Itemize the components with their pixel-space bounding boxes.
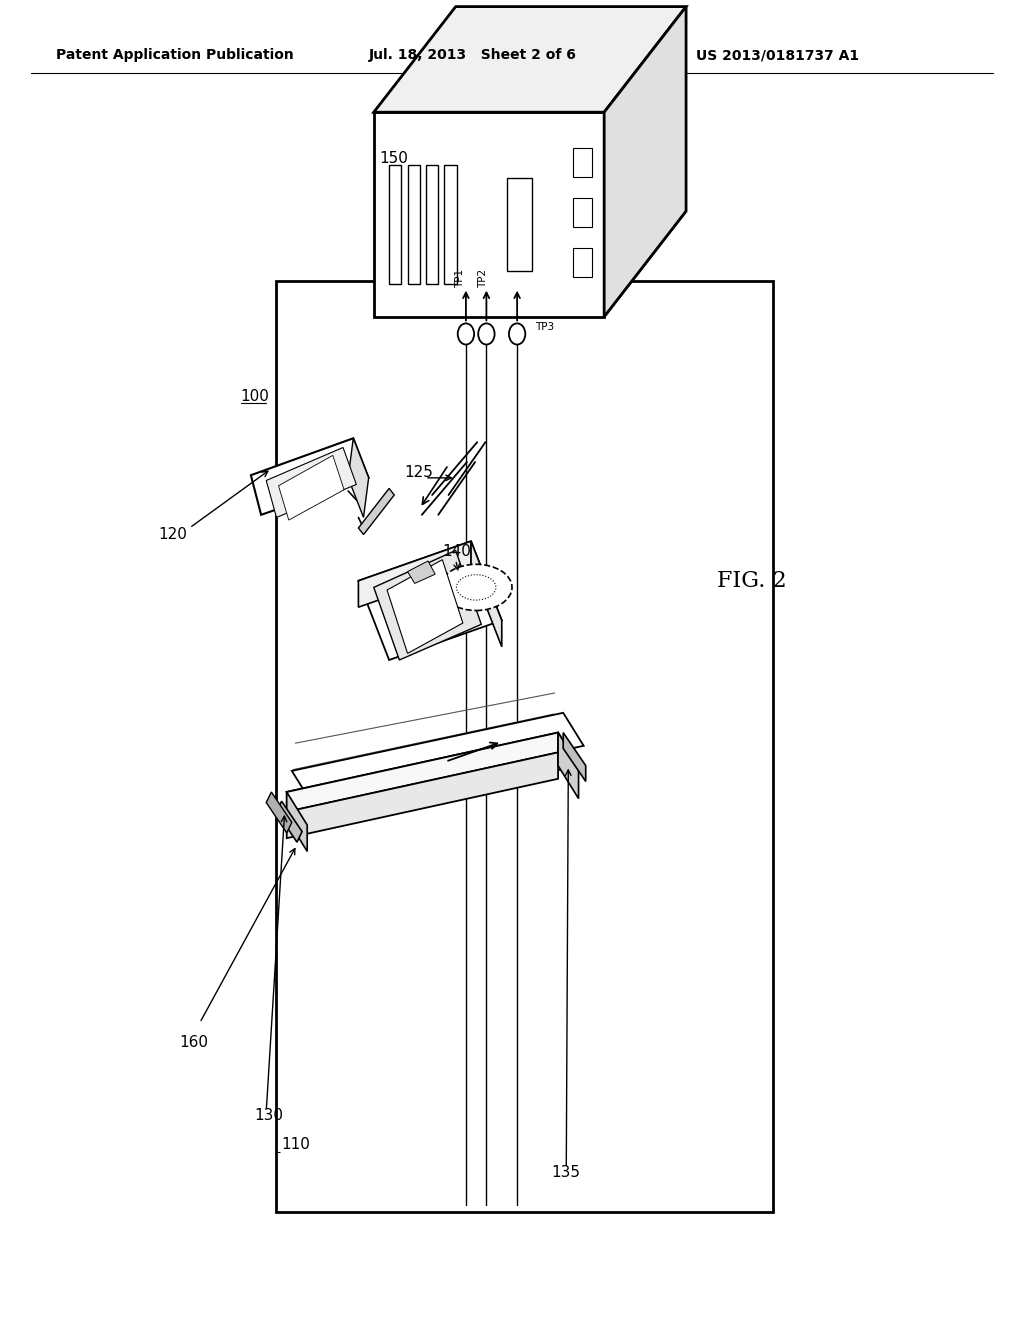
- Text: TP3: TP3: [536, 322, 555, 333]
- Polygon shape: [389, 165, 401, 284]
- Polygon shape: [563, 733, 586, 781]
- Text: 150: 150: [379, 150, 408, 166]
- Polygon shape: [287, 752, 558, 838]
- Text: 120: 120: [159, 527, 187, 543]
- Polygon shape: [507, 178, 532, 271]
- Polygon shape: [287, 733, 558, 812]
- Polygon shape: [266, 447, 356, 517]
- Polygon shape: [426, 165, 438, 284]
- Polygon shape: [573, 148, 592, 177]
- Text: 135: 135: [551, 1164, 580, 1180]
- Polygon shape: [348, 438, 369, 517]
- Polygon shape: [292, 713, 584, 804]
- Polygon shape: [276, 281, 773, 1212]
- Text: Patent Application Publication: Patent Application Publication: [56, 49, 294, 62]
- Text: TP2: TP2: [478, 269, 488, 288]
- Polygon shape: [287, 733, 579, 825]
- Text: 125: 125: [404, 465, 433, 480]
- Polygon shape: [387, 560, 463, 653]
- Polygon shape: [276, 801, 302, 842]
- Text: TP1: TP1: [455, 269, 465, 288]
- Polygon shape: [358, 541, 471, 607]
- Polygon shape: [374, 550, 481, 660]
- Polygon shape: [558, 733, 579, 799]
- Polygon shape: [358, 541, 502, 660]
- Polygon shape: [374, 112, 604, 317]
- Polygon shape: [279, 455, 344, 520]
- Polygon shape: [573, 198, 592, 227]
- Text: 140: 140: [442, 544, 471, 560]
- Polygon shape: [573, 248, 592, 277]
- Polygon shape: [444, 165, 457, 284]
- Ellipse shape: [440, 565, 512, 610]
- Text: 100: 100: [241, 388, 269, 404]
- Text: 130: 130: [254, 1107, 283, 1123]
- Text: FIG. 2: FIG. 2: [717, 570, 786, 591]
- Text: 110: 110: [282, 1137, 310, 1152]
- Polygon shape: [251, 438, 369, 515]
- Polygon shape: [287, 792, 307, 851]
- Polygon shape: [266, 792, 292, 833]
- Text: 160: 160: [179, 1035, 208, 1051]
- Polygon shape: [408, 561, 435, 583]
- Polygon shape: [408, 165, 420, 284]
- Ellipse shape: [457, 574, 496, 601]
- Polygon shape: [604, 7, 686, 317]
- Polygon shape: [604, 211, 686, 317]
- Text: US 2013/0181737 A1: US 2013/0181737 A1: [696, 49, 859, 62]
- Text: Jul. 18, 2013   Sheet 2 of 6: Jul. 18, 2013 Sheet 2 of 6: [369, 49, 577, 62]
- Polygon shape: [358, 488, 394, 535]
- Polygon shape: [374, 7, 686, 112]
- Polygon shape: [471, 541, 502, 647]
